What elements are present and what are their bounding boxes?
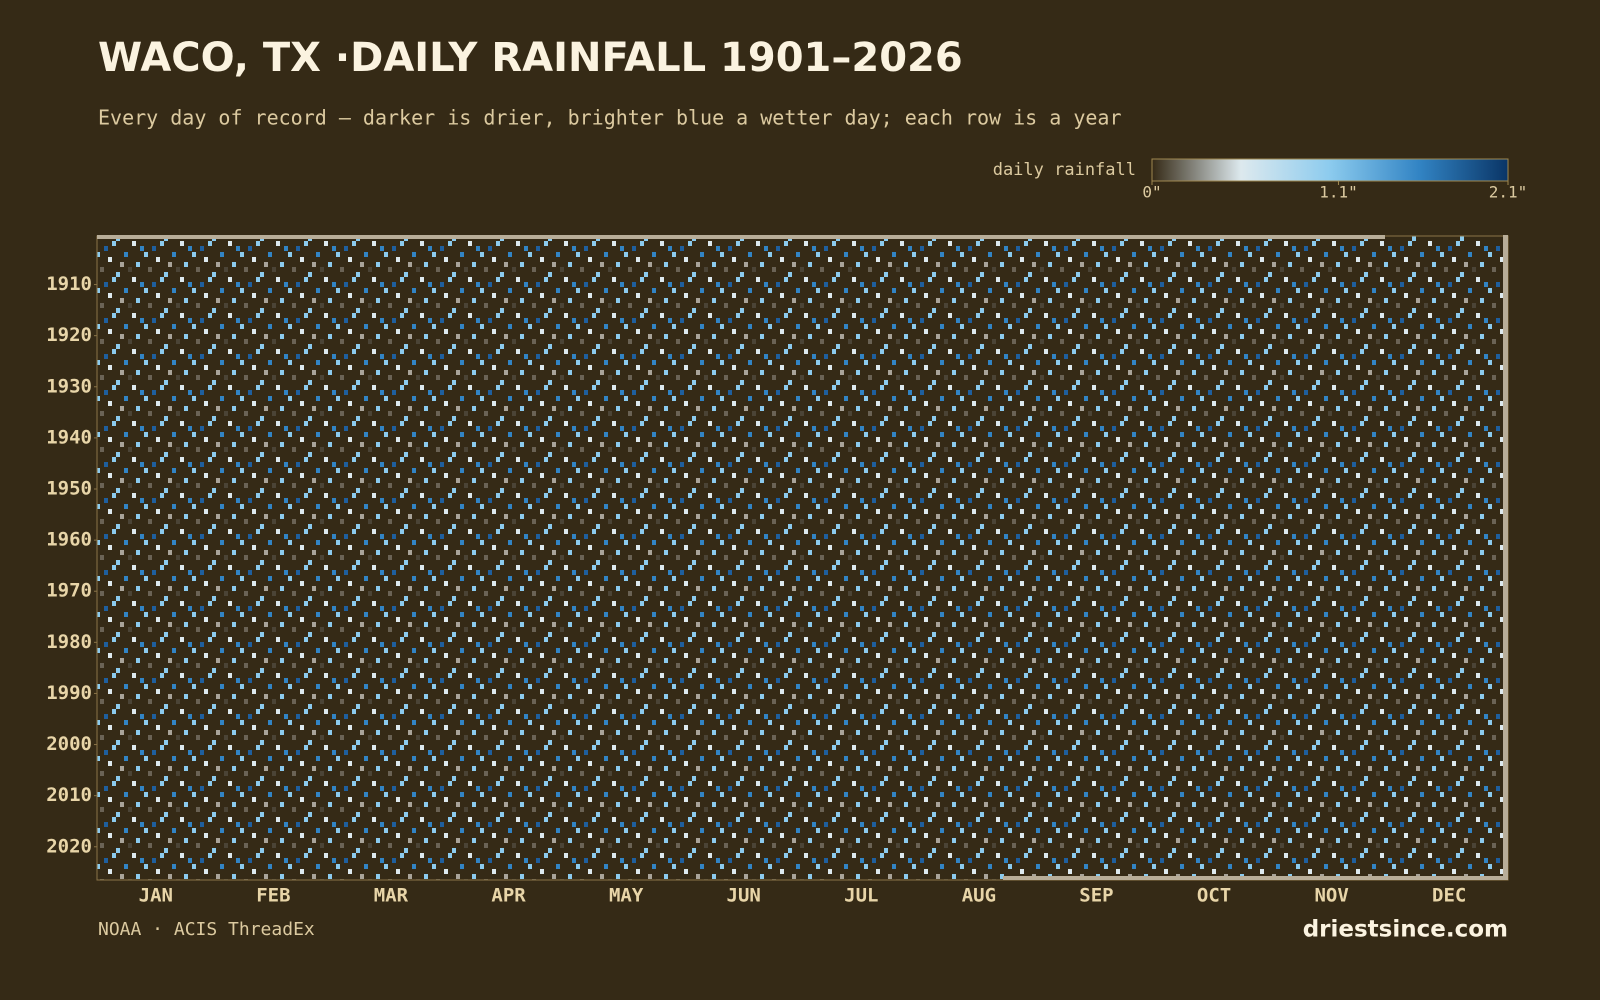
- y-tick-label: 1980: [46, 631, 92, 653]
- x-tick-label: SEP: [1079, 885, 1113, 907]
- x-tick-label: NOV: [1314, 885, 1348, 907]
- missing-strip: [1003, 876, 1508, 880]
- colorbar-tick-label: 2.1": [1489, 183, 1528, 202]
- chart-title: WACO, TX ·DAILY RAINFALL 1901–2026: [98, 35, 963, 81]
- y-tick-label: 2010: [46, 784, 92, 806]
- y-tick-label: 2020: [46, 835, 92, 857]
- heatmap-texture: [96, 235, 1509, 881]
- x-tick-label: MAY: [609, 885, 644, 907]
- y-tick-label: 1950: [46, 478, 92, 500]
- y-tick-label: 1970: [46, 580, 92, 602]
- y-tick-label: 1960: [46, 529, 92, 551]
- y-tick-label: 2000: [46, 733, 92, 755]
- x-tick-label: JUN: [727, 885, 761, 907]
- x-tick-label: AUG: [962, 885, 996, 907]
- colorbar: [1151, 158, 1509, 182]
- y-tick-label: 1910: [46, 273, 92, 295]
- x-tick-label: JAN: [139, 885, 173, 907]
- missing-strip: [97, 235, 1385, 239]
- x-tick-label: JUL: [844, 885, 878, 907]
- x-tick-label: APR: [491, 885, 526, 907]
- colorbar-label: daily rainfall: [993, 160, 1136, 180]
- missing-strip: [1503, 235, 1508, 880]
- y-tick-label: 1940: [46, 426, 92, 448]
- y-tick-label: 1920: [46, 324, 92, 346]
- y-tick-label: 1930: [46, 375, 92, 397]
- chart-subtitle: Every day of record — darker is drier, b…: [98, 106, 1122, 130]
- x-tick-label: FEB: [256, 885, 290, 907]
- x-tick-label: OCT: [1197, 885, 1231, 907]
- colorbar-tick-label: 0": [1142, 183, 1161, 202]
- brand: driestsince.com: [1303, 917, 1508, 943]
- x-tick-label: MAR: [374, 885, 409, 907]
- source: NOAA · ACIS ThreadEx: [98, 919, 315, 940]
- x-tick-label: DEC: [1432, 885, 1466, 907]
- y-tick-label: 1990: [46, 682, 92, 704]
- colorbar-tick-label: 1.1": [1319, 183, 1358, 202]
